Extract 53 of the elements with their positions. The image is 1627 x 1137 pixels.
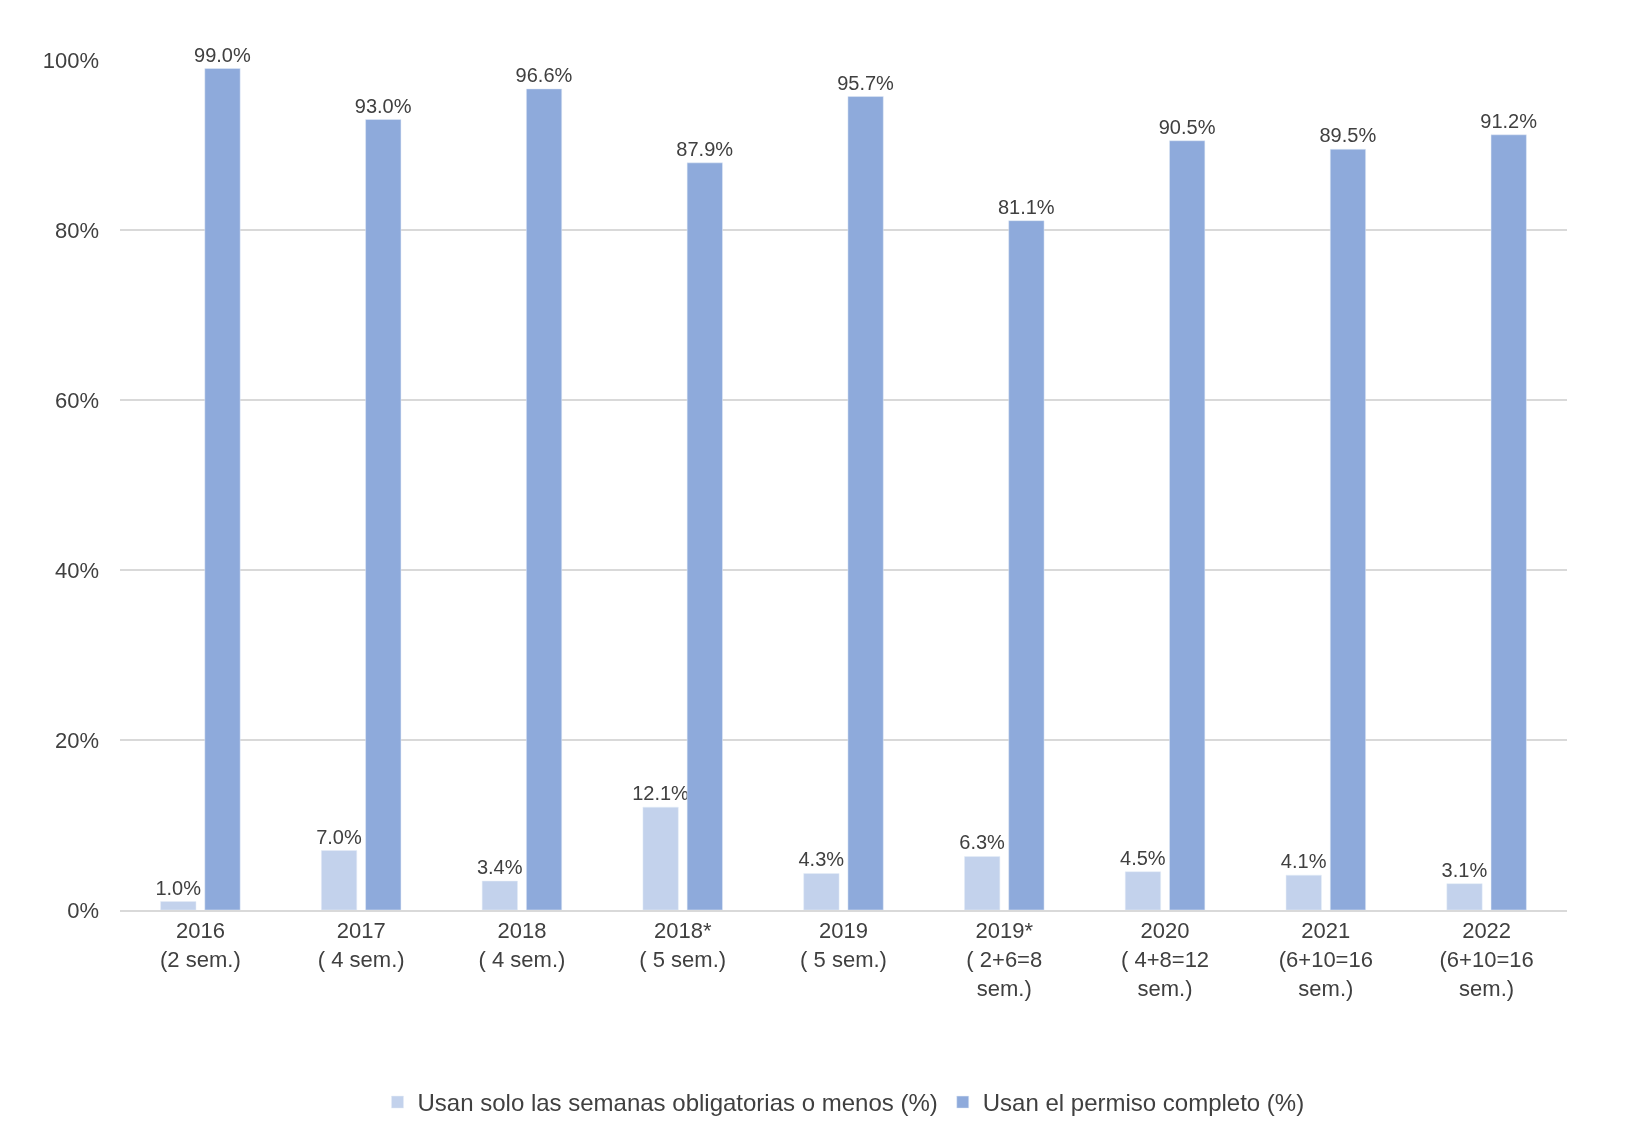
- x-tick-label: 2016 (2 sem.): [160, 918, 241, 972]
- y-tick-label: 0%: [67, 897, 99, 923]
- y-tick-label: 40%: [54, 557, 99, 583]
- data-label: 90.5%: [1158, 115, 1216, 138]
- legend-label: Usan solo las semanas obligatorias o menos (%): [417, 1089, 938, 1117]
- data-label: 7.0%: [316, 825, 362, 848]
- bar: [642, 806, 679, 910]
- bar: [526, 88, 562, 910]
- x-tick-label: 2018 ( 4 sem.): [478, 918, 566, 972]
- y-tick-label: 100%: [42, 47, 99, 73]
- data-label: 89.5%: [1319, 124, 1377, 147]
- y-tick-label: 20%: [54, 727, 99, 753]
- data-label: 6.3%: [959, 831, 1006, 854]
- data-label: 1.0%: [155, 876, 202, 899]
- bar: [321, 850, 357, 910]
- bar: [1125, 871, 1161, 910]
- bar: [160, 901, 197, 910]
- bar: [847, 96, 884, 910]
- x-tick-label: 2019* ( 2+6=8 sem.): [966, 918, 1043, 1001]
- data-label: 95.7%: [837, 71, 895, 94]
- bar: [686, 162, 723, 910]
- legend-label: Usan el permiso completo (%): [982, 1089, 1305, 1117]
- bar: [365, 119, 402, 910]
- data-label: 99.0%: [194, 43, 251, 66]
- x-tick-label: 2018* ( 5 sem.): [639, 918, 727, 972]
- data-label: 87.9%: [676, 137, 734, 160]
- bar: [204, 68, 241, 910]
- bar: [803, 873, 840, 910]
- x-tick-label: 2022 (6+10=16 sem.): [1439, 918, 1534, 1001]
- data-label: 4.1%: [1280, 850, 1327, 873]
- data-label: 81.1%: [997, 195, 1055, 218]
- data-label: 3.4%: [476, 856, 523, 879]
- bar: [1490, 134, 1527, 910]
- bar: [1169, 140, 1206, 910]
- data-label: 4.5%: [1120, 846, 1166, 869]
- data-label: 12.1%: [632, 782, 690, 805]
- x-tick-label: 2019 ( 5 sem.): [800, 918, 887, 972]
- bar: [1446, 883, 1483, 910]
- bar: [964, 856, 1001, 910]
- x-tick-label: 2020 ( 4+8=12 sem.): [1121, 918, 1210, 1001]
- bar: [481, 880, 518, 910]
- data-label: 93.0%: [354, 94, 412, 117]
- bar: [1330, 149, 1366, 910]
- x-tick-label: 2017 ( 4 sem.): [317, 918, 405, 972]
- data-label: 96.6%: [515, 63, 573, 86]
- bar: [1285, 874, 1322, 910]
- data-label: 3.1%: [1441, 858, 1488, 881]
- x-tick-label: 2021 (6+10=16 sem.): [1278, 918, 1373, 1001]
- y-tick-label: 60%: [54, 387, 99, 413]
- data-label: 4.3%: [798, 848, 845, 871]
- bar: [1008, 220, 1045, 910]
- y-tick-label: 80%: [54, 217, 99, 243]
- data-label: 91.2%: [1480, 109, 1538, 132]
